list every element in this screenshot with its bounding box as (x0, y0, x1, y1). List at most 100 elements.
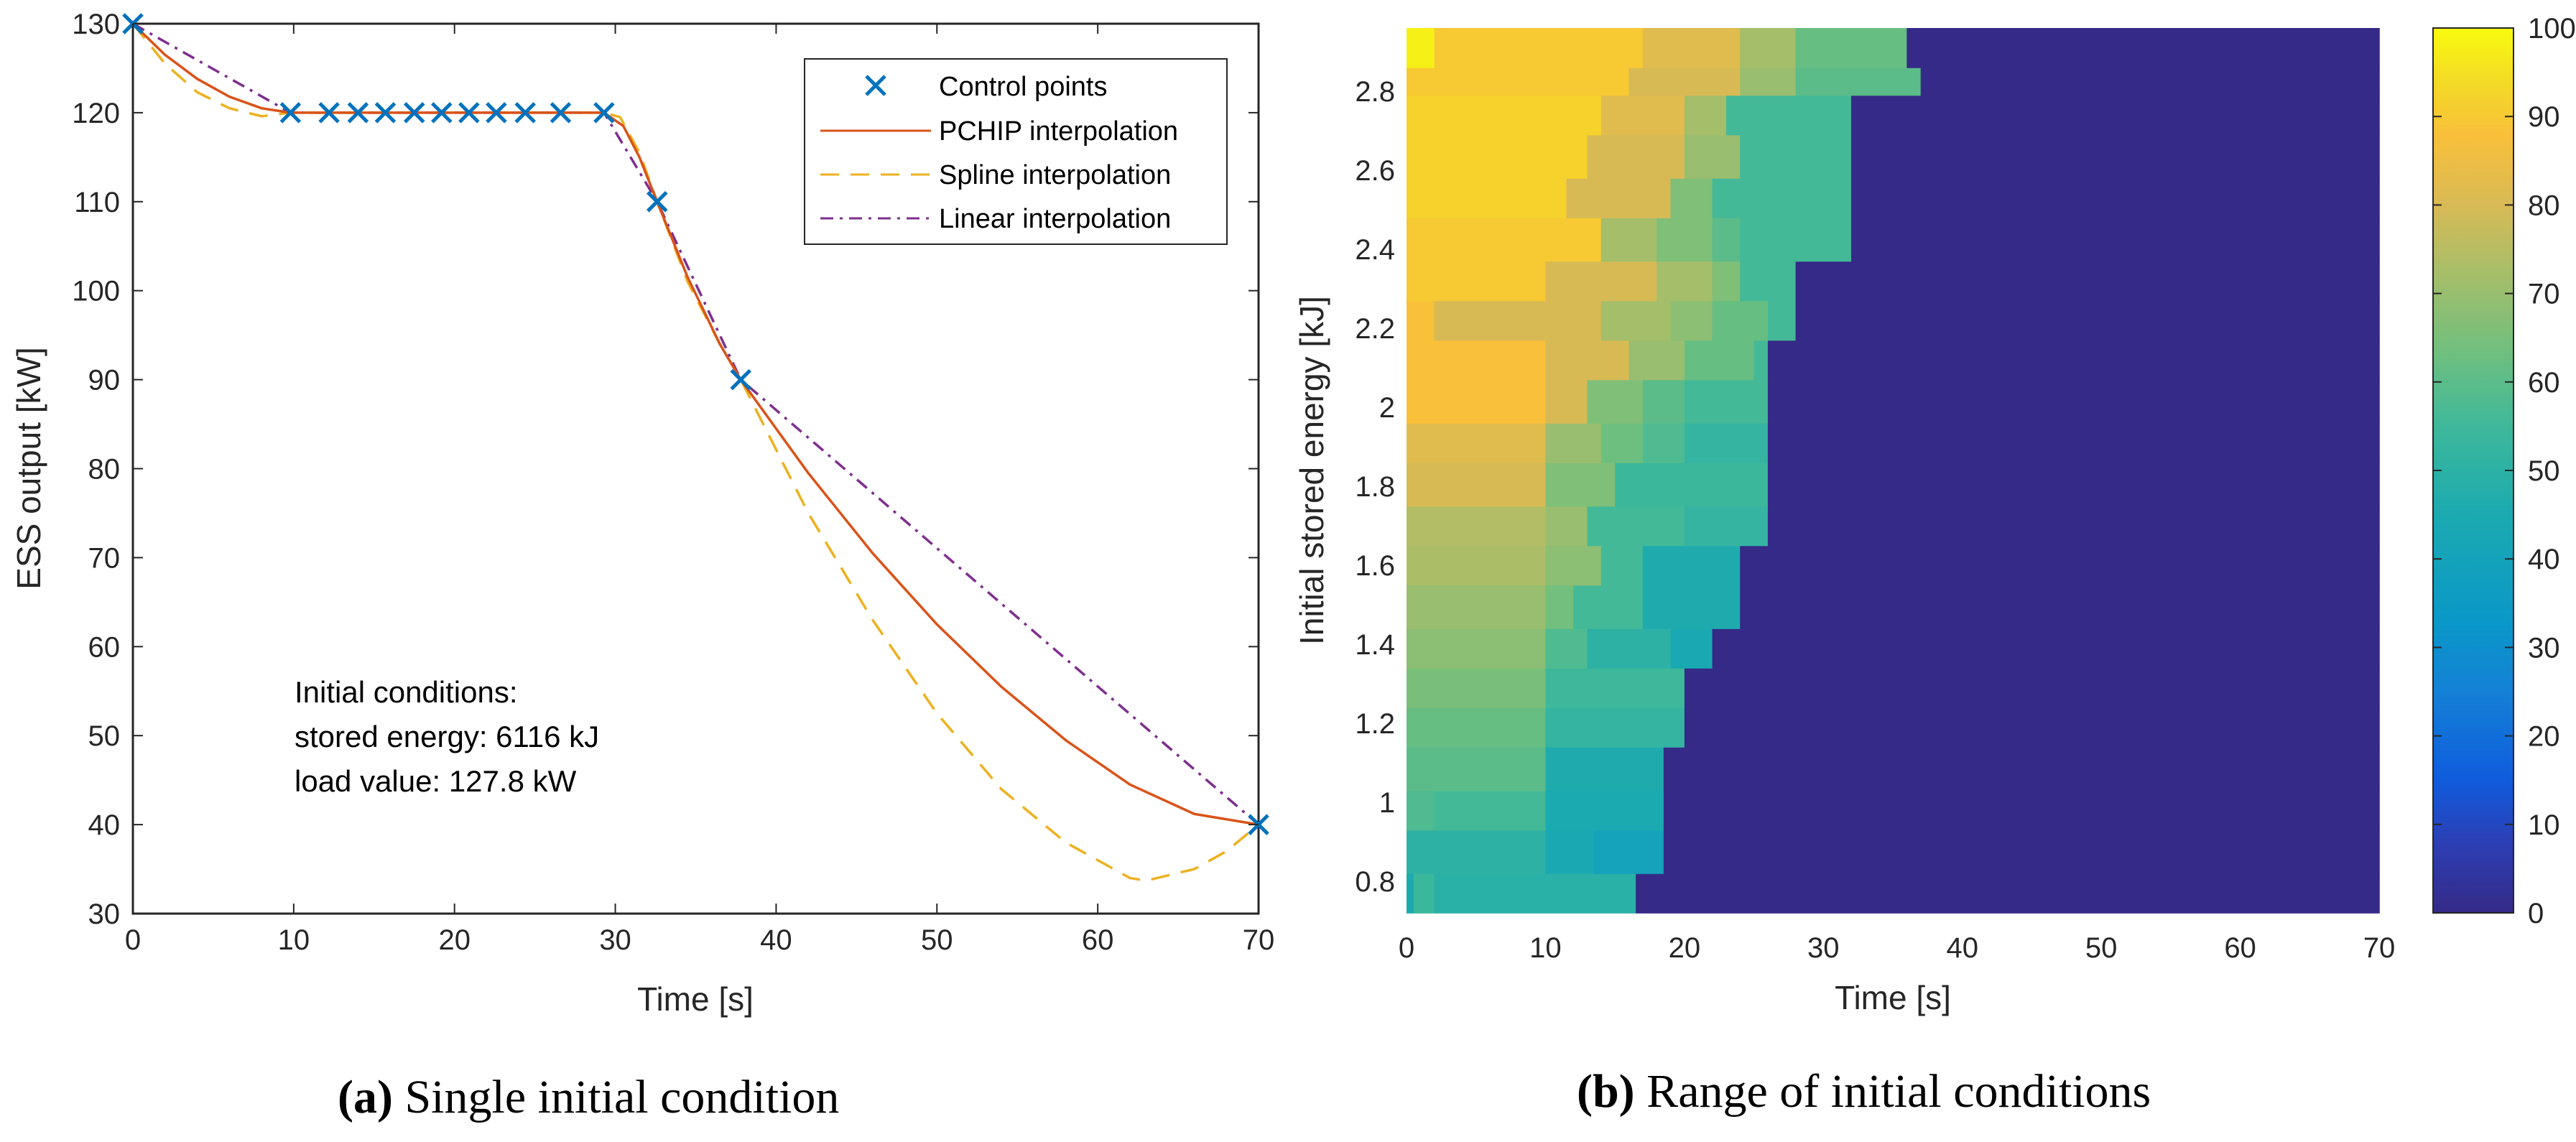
heatmap-cell (1684, 707, 2380, 748)
heatmap-cell (1600, 545, 1644, 586)
heatmap-cell (1587, 134, 1685, 179)
heatmap-cell (1573, 585, 1644, 629)
heatmap-cell (1795, 28, 1908, 68)
colorbar-tick-label: 70 (2528, 279, 2560, 310)
heatmap-cell (1407, 95, 1602, 136)
control-point-marker (486, 102, 507, 124)
heatmap-cell (1663, 790, 2380, 831)
heatmap-cell (1407, 423, 1547, 463)
y-tick-label: 60 (88, 631, 121, 663)
control-point-marker (593, 102, 615, 124)
heatmap-cell (1767, 463, 2380, 507)
heatmap-cell (1684, 134, 1741, 179)
heatmap-cell (1767, 340, 2380, 381)
control-point-marker (374, 102, 397, 124)
y-tick-label: 2 (1379, 392, 1395, 424)
x-tick-label: 70 (1243, 924, 1275, 956)
x-tick-label: 20 (438, 924, 471, 956)
heatmap-cell (1684, 668, 2380, 708)
control-points-group (122, 13, 1269, 835)
y-tick-label: 120 (72, 98, 120, 129)
series-group (131, 22, 1260, 882)
heatmap-cell (1407, 134, 1588, 179)
heatmap-cell (1615, 463, 1769, 507)
control-point-marker (279, 102, 302, 124)
heatmap-cell (1795, 68, 1922, 96)
heatmap-cell (1407, 668, 1547, 708)
x-tick-label: 30 (599, 924, 631, 956)
x-tick-label: 10 (278, 924, 310, 956)
colorbar-tick-label: 10 (2528, 809, 2560, 841)
heatmap-cell (1407, 463, 1547, 507)
colorbar-tick-label: 90 (2528, 101, 2560, 133)
y-tick-label: 100 (72, 276, 120, 307)
heatmap-cell (1712, 178, 1852, 218)
heatmap-cell (1906, 28, 2380, 68)
y-tick-label: 80 (88, 454, 121, 486)
y-axis-label-a: ESS output [kW] (10, 347, 47, 589)
heatmap-cell (1407, 830, 1547, 874)
heatmap-cell (1407, 340, 1547, 381)
annotation-line-1: Initial conditions: (295, 675, 518, 709)
heatmap-cell (1566, 178, 1672, 218)
heatmap-cell (1407, 218, 1602, 262)
heatmap-cell (1684, 340, 1755, 381)
heatmap-cell (1407, 790, 1435, 831)
heatmap-cell (1642, 423, 1685, 463)
legend-label-spline: Spline interpolation (939, 160, 1171, 190)
annotation-line-3: load value: 127.8 kW (295, 764, 577, 798)
heatmap-cell (1587, 379, 1644, 424)
heatmap-cell (1684, 506, 1769, 547)
heatmap-cell (1407, 747, 1547, 791)
y-tick-label: 2.2 (1355, 313, 1395, 345)
heatmap-cell (1545, 340, 1630, 381)
heatmap-cell (1434, 28, 1644, 68)
heatmap-cell (1850, 95, 2380, 136)
heatmap-cell (1545, 261, 1657, 302)
y-tick-label: 130 (72, 9, 120, 40)
heatmap-cell (1587, 506, 1685, 547)
axis-ticks-a: 0 10 20 30 40 50 60 70 30 40 50 60 70 80 90 100 110 120 13… (72, 9, 1274, 956)
line-chart: 0 10 20 30 40 50 60 70 30 40 50 60 70 80 90 100 110 120 13… (10, 9, 1274, 1018)
heatmap-cell (1407, 628, 1547, 669)
y-axis-label-b: Initial stored energy [kJ] (1293, 296, 1330, 645)
y-tick-label: 2.8 (1355, 76, 1395, 108)
heatmap-cell (1587, 628, 1672, 669)
x-axis-label-b: Time [s] (1835, 979, 1951, 1016)
heatmap-cell (1712, 628, 2380, 669)
x-tick-label: 70 (2363, 932, 2396, 964)
heatmap-cell (1725, 95, 1852, 136)
series-line-linear (132, 22, 1260, 826)
heatmap-cell (1600, 218, 1657, 262)
heatmap-cell (1413, 873, 1435, 914)
heatmap-cell (1407, 379, 1547, 424)
y-tick-label: 110 (74, 187, 120, 218)
heatmap-cell (1642, 545, 1741, 586)
heatmap-cell (1407, 707, 1547, 748)
heatmap-cell (1545, 628, 1588, 669)
heatmap-cell (1753, 340, 1769, 381)
heatmap-cell (1663, 830, 2380, 874)
heatmap-cell (1545, 668, 1685, 708)
x-tick-label: 40 (760, 924, 792, 956)
x-tick-label: 0 (1399, 932, 1414, 964)
x-tick-label: 30 (1807, 932, 1840, 964)
y-tick-label: 2.6 (1355, 155, 1395, 187)
annotation-line-2: stored energy: 6116 kJ (295, 720, 599, 753)
heatmap-cell (1767, 423, 2380, 463)
heatmap-cell (1642, 585, 1741, 629)
heatmap-cell (1545, 463, 1616, 507)
heatmap-cell (1545, 423, 1602, 463)
colorbar-tick-label: 0 (2528, 898, 2544, 929)
heatmap-cell (1642, 379, 1685, 424)
control-point-marker (318, 102, 340, 124)
control-point-marker (514, 102, 536, 124)
heatmap-cell (1657, 218, 1713, 262)
caption-b-label: (b) (1577, 1065, 1635, 1118)
control-point-marker (347, 102, 369, 124)
heatmap-cell (1740, 134, 1852, 179)
x-tick-label: 50 (2085, 932, 2118, 964)
x-tick-label: 20 (1669, 932, 1701, 964)
heatmap-cell (1434, 873, 1636, 914)
heatmap-cell (1545, 379, 1588, 424)
